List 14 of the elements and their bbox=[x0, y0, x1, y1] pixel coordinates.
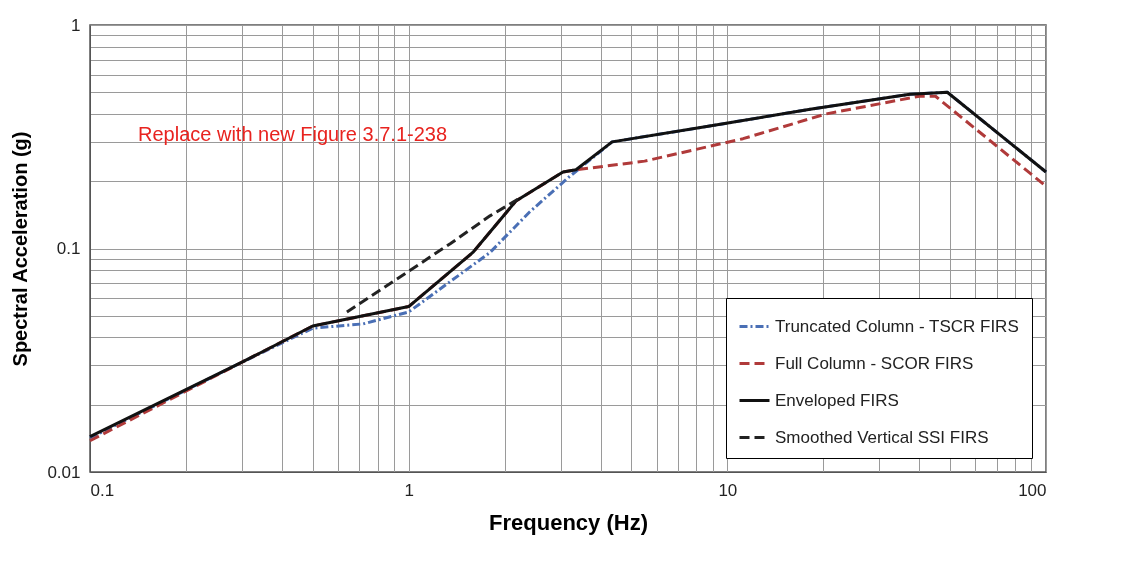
legend-label: Smoothed Vertical SSI FIRS bbox=[775, 427, 989, 447]
y-tick-label: 1 bbox=[71, 15, 81, 35]
annotation: Replace with new Figure 3.7.1-238 bbox=[138, 123, 448, 145]
x-tick-label: 10 bbox=[718, 480, 738, 500]
legend-label: Enveloped FIRS bbox=[775, 390, 899, 410]
legend-label: Full Column - SCOR FIRS bbox=[775, 353, 974, 373]
x-axis-title: Frequency (Hz) bbox=[489, 509, 648, 535]
y-tick-label: 0.1 bbox=[56, 239, 81, 258]
x-tick-label: 100 bbox=[1018, 480, 1047, 500]
x-tick-label: 1 bbox=[404, 480, 414, 500]
x-tick-label: 0.1 bbox=[90, 480, 115, 500]
legend-label: Truncated Column - TSCR FIRS bbox=[775, 316, 1019, 336]
y-tick-label: 0.01 bbox=[47, 462, 81, 482]
y-axis-title: Spectral Acceleration (g) bbox=[9, 131, 32, 367]
